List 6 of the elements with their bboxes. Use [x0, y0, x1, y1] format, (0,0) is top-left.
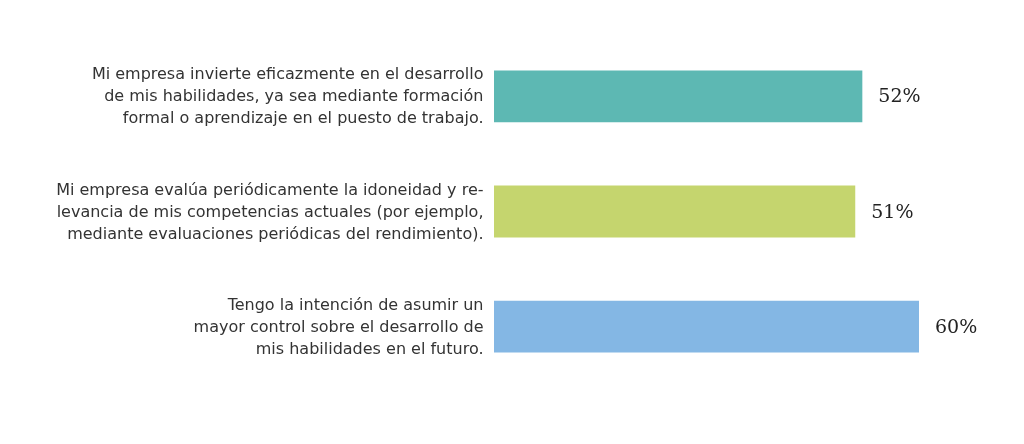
- data-label: 51%: [871, 199, 914, 222]
- y-tick-label: Mi empresa invierte eficazmente en el desarrollo de mis habilidades, ya sea mediante formación formal o aprendizaje en el puesto de trabajo.: [91, 64, 484, 128]
- data-label: 60%: [935, 314, 978, 337]
- data-label: 52%: [878, 84, 921, 107]
- y-tick-label: Mi empresa evalúa periódicamente la idoneidad y re- levancia de mis competencias actuales (por ejemplo, mediante evaluaciones periódicas del rendimiento).: [56, 179, 484, 243]
- y-tick-label: Tengo la intención de asumir un mayor control sobre el desarrollo de mis habilidades en el futuro.: [193, 294, 484, 358]
